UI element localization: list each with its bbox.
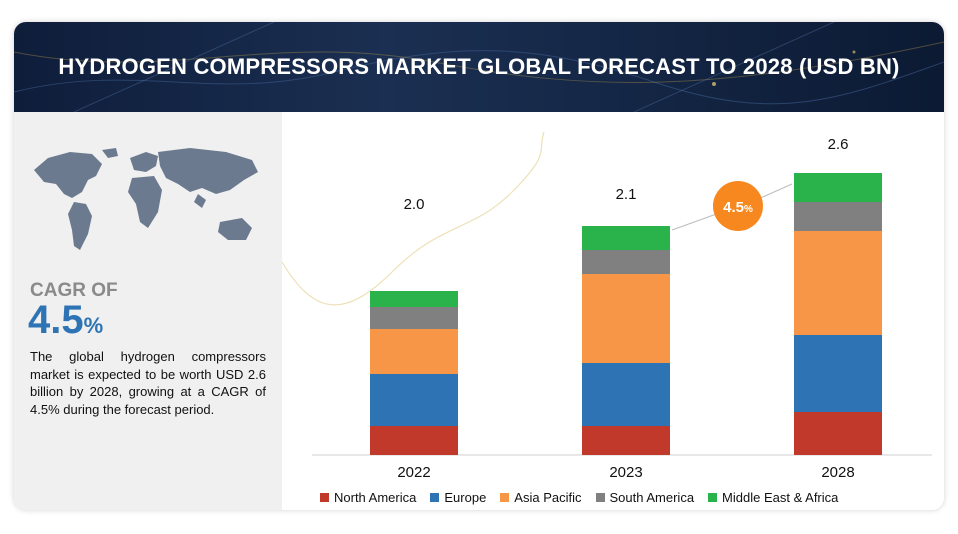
cagr-percent-sign: % [83,313,104,338]
x-tick-label-2028: 2028 [821,464,854,481]
world-map-icon [34,148,258,250]
x-tick-label-2023: 2023 [609,464,642,481]
chart-area: 2.0 2.1 2.6 2022 2023 2028 4.5% [282,112,944,510]
bar-2028-europe [794,335,882,412]
bar-2023-north-america [582,426,670,455]
bar-2022-north-america [370,426,458,455]
bar-2028-north-america [794,412,882,455]
summary-panel: CAGR OF 4.5% The global hydrogen compres… [14,112,282,510]
cagr-badge-label: 4.5% [723,199,753,216]
legend-swatch [708,492,718,502]
bar-2028-middle-east-and-africa [794,173,882,202]
infographic-card: HYDROGEN COMPRESSORS MARKET GLOBAL FOREC… [14,22,944,510]
banner-background-lines [14,22,944,112]
cagr-value: 4.5% [28,298,103,348]
bar-2022-europe [370,374,458,426]
badge-connector-left [671,211,723,231]
cagr-number: 4.5 [28,298,84,342]
bar-2028-asia-pacific [794,231,882,335]
legend-swatch [500,492,510,502]
legend-label: North America [334,489,417,505]
bar-2023-asia-pacific [582,274,670,363]
legend-item-south-america: South America [595,489,695,505]
legend-label: South America [609,489,695,505]
bar-2023-europe [582,363,670,426]
legend-label: Europe [444,489,487,505]
cagr-label: CAGR OF [30,280,118,301]
total-label-2022: 2.0 [404,196,425,213]
stacked-bar-chart: 2.0 2.1 2.6 2022 2023 2028 4.5% [282,131,932,481]
legend-item-europe: Europe [430,490,486,505]
legend-swatch [595,492,605,502]
legend-label: Asia Pacific [514,489,582,505]
market-description: The global hydrogen compressors market i… [30,349,266,417]
chart-legend: North America Europe Asia Pacific South Ame… [320,488,852,506]
legend-item-asia-pacific: Asia Pacific [500,489,582,505]
x-tick-label-2022: 2022 [397,464,430,481]
legend-label: Middle East & Africa [722,489,839,505]
cagr-badge [713,181,763,231]
bar-2022-middle-east-and-africa [370,291,458,307]
title-banner: HYDROGEN COMPRESSORS MARKET GLOBAL FOREC… [14,22,944,112]
total-label-2023: 2.1 [616,186,637,203]
bar-2022-south-america [370,307,458,329]
badge-connector-right [755,183,793,201]
legend-item-north-america: North America [320,490,416,505]
bar-2023-middle-east-and-africa [582,226,670,250]
total-label-2028: 2.6 [828,136,849,153]
bar-2028-south-america [794,202,882,231]
bar-2023-south-america [582,250,670,274]
bar-2022-asia-pacific [370,329,458,374]
decorative-curve [282,131,545,306]
chart-title: HYDROGEN COMPRESSORS MARKET GLOBAL FOREC… [58,54,900,79]
legend-item-middle-east-and-africa: Middle East & Africa [708,490,838,505]
legend-swatch [430,492,440,502]
legend-swatch [320,492,329,502]
